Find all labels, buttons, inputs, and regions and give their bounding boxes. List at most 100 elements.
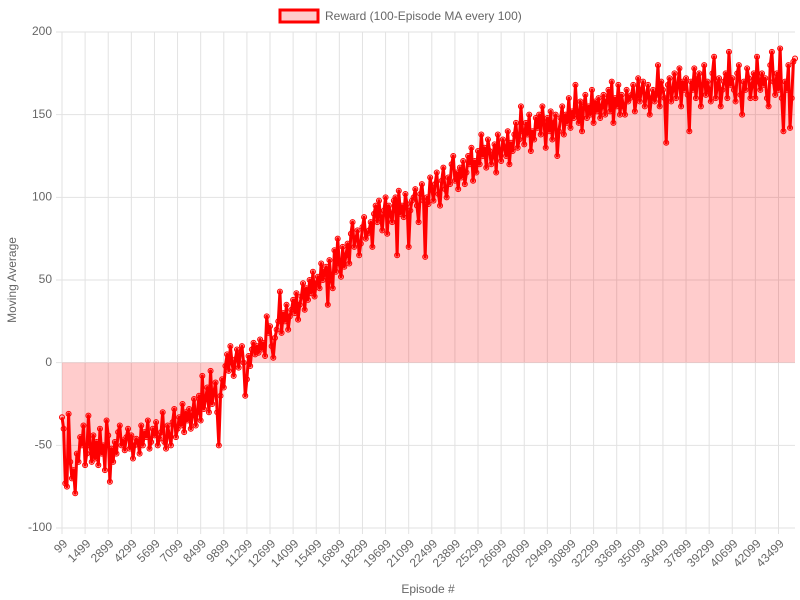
point — [333, 268, 340, 275]
point — [671, 70, 678, 77]
point — [750, 70, 757, 77]
point — [580, 103, 587, 110]
point — [460, 157, 467, 164]
point — [271, 334, 278, 341]
point — [338, 273, 345, 280]
point — [754, 53, 761, 60]
point — [537, 131, 544, 138]
point — [161, 439, 168, 446]
point — [608, 78, 615, 85]
point — [656, 103, 663, 110]
point — [730, 86, 737, 93]
point — [367, 219, 374, 226]
point — [697, 103, 704, 110]
point — [354, 227, 361, 234]
point — [375, 197, 382, 204]
line — [60, 47, 797, 495]
point — [281, 318, 288, 325]
point — [164, 422, 171, 429]
point — [735, 62, 742, 69]
point — [792, 55, 798, 62]
point — [258, 346, 265, 353]
point — [214, 409, 221, 416]
point — [446, 181, 453, 188]
point — [650, 86, 657, 93]
point — [704, 78, 711, 85]
point — [617, 111, 624, 118]
point — [752, 95, 759, 102]
point — [362, 235, 369, 242]
point — [610, 119, 617, 126]
point — [494, 131, 501, 138]
point — [123, 434, 130, 441]
point — [263, 313, 270, 320]
x-tick-label: 2899 — [88, 536, 117, 565]
point — [295, 316, 302, 323]
point — [787, 124, 794, 131]
point — [209, 401, 216, 407]
point — [217, 392, 224, 399]
point — [711, 53, 718, 60]
point — [461, 181, 468, 188]
point — [659, 86, 666, 93]
point — [427, 174, 434, 181]
point — [285, 326, 292, 333]
point — [194, 409, 201, 416]
point — [136, 450, 143, 457]
point — [423, 194, 430, 201]
point — [483, 164, 490, 171]
point — [760, 81, 767, 88]
point — [438, 177, 445, 184]
point — [301, 306, 308, 313]
point — [314, 273, 321, 280]
point — [253, 343, 260, 350]
point — [770, 78, 777, 85]
y-tick-label: 50 — [39, 272, 53, 286]
point — [184, 417, 191, 424]
point — [379, 227, 386, 234]
point — [739, 111, 746, 118]
point — [321, 268, 328, 275]
point — [458, 174, 465, 181]
point — [519, 128, 526, 135]
point — [762, 75, 769, 82]
point — [511, 131, 518, 138]
point — [681, 86, 688, 93]
point — [744, 65, 751, 72]
point — [517, 103, 524, 110]
point — [653, 91, 660, 98]
point — [422, 253, 429, 260]
point — [172, 434, 179, 441]
point — [176, 414, 183, 421]
point — [635, 75, 642, 82]
legend-label[interactable]: Reward (100-Episode MA every 100) — [325, 9, 522, 23]
point — [143, 434, 150, 441]
point — [328, 277, 335, 283]
legend-swatch[interactable] — [278, 8, 320, 24]
point — [306, 277, 313, 283]
point — [352, 235, 359, 242]
point — [247, 362, 254, 369]
point — [559, 103, 566, 110]
point — [768, 48, 775, 55]
x-tick-label: 8499 — [180, 536, 209, 565]
point — [260, 339, 267, 346]
point — [691, 65, 698, 72]
point — [783, 86, 790, 93]
point — [496, 148, 503, 155]
point — [463, 169, 470, 176]
point — [758, 70, 765, 77]
point — [402, 191, 409, 198]
point — [341, 263, 348, 270]
point — [204, 384, 211, 391]
point — [564, 119, 571, 126]
point — [405, 243, 412, 250]
point — [126, 445, 133, 452]
point — [582, 91, 589, 98]
point — [154, 442, 161, 449]
point — [186, 405, 193, 412]
point — [139, 442, 146, 449]
point — [489, 153, 496, 159]
point — [181, 429, 188, 436]
point — [78, 442, 85, 449]
